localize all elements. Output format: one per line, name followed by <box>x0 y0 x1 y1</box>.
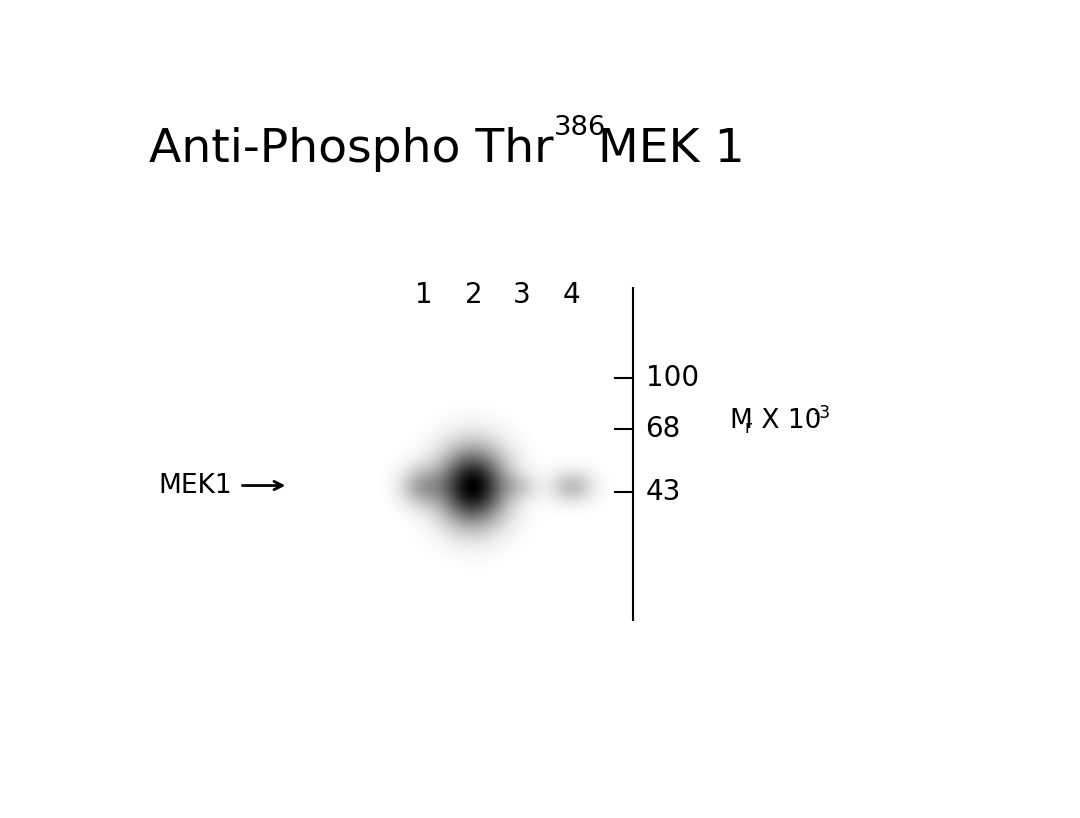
Text: X 10: X 10 <box>753 407 821 434</box>
Text: 2: 2 <box>465 281 483 309</box>
Text: 3: 3 <box>513 281 530 309</box>
Text: MEK 1: MEK 1 <box>583 127 744 172</box>
Text: 4: 4 <box>563 281 581 309</box>
Text: -3: -3 <box>813 404 831 422</box>
Text: 386: 386 <box>554 115 606 142</box>
Text: 68: 68 <box>646 415 680 443</box>
Text: MEK1: MEK1 <box>159 473 232 498</box>
Text: Anti-Phospho Thr: Anti-Phospho Thr <box>149 127 554 172</box>
Text: M: M <box>729 407 752 434</box>
Text: 1: 1 <box>415 281 433 309</box>
Text: 43: 43 <box>646 478 681 506</box>
Text: r: r <box>744 419 752 437</box>
Text: 100: 100 <box>646 365 699 393</box>
